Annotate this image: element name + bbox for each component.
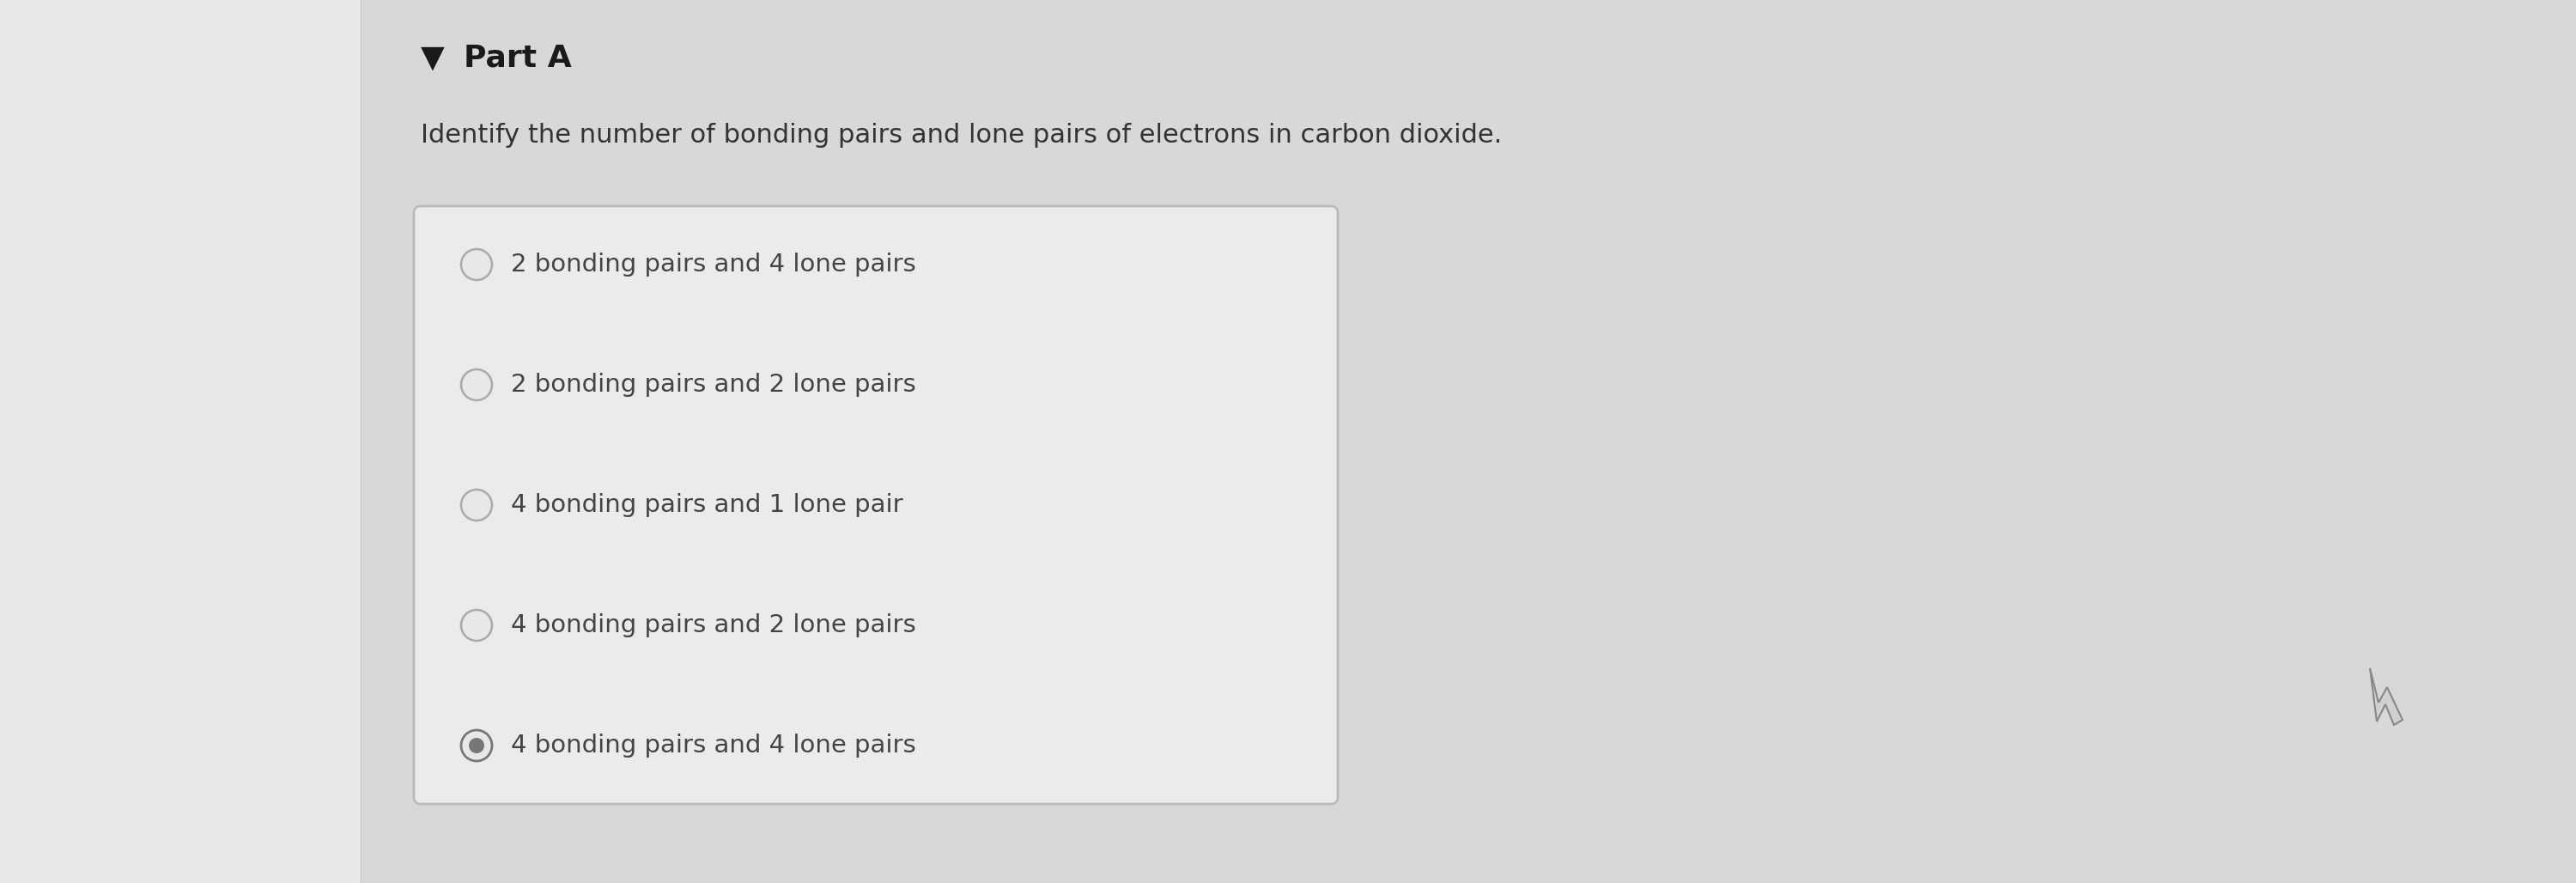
Circle shape <box>461 610 492 641</box>
Text: 4 bonding pairs and 2 lone pairs: 4 bonding pairs and 2 lone pairs <box>510 614 917 638</box>
Text: 2 bonding pairs and 2 lone pairs: 2 bonding pairs and 2 lone pairs <box>510 373 917 396</box>
Circle shape <box>461 730 492 761</box>
Circle shape <box>461 249 492 280</box>
Text: 4 bonding pairs and 1 lone pair: 4 bonding pairs and 1 lone pair <box>510 493 904 517</box>
Polygon shape <box>2370 668 2403 725</box>
Text: 2 bonding pairs and 4 lone pairs: 2 bonding pairs and 4 lone pairs <box>510 253 917 276</box>
FancyBboxPatch shape <box>415 206 1337 804</box>
Circle shape <box>461 369 492 400</box>
Text: Part A: Part A <box>464 44 572 73</box>
Circle shape <box>461 489 492 520</box>
Text: ▼: ▼ <box>420 44 446 73</box>
Circle shape <box>469 738 484 753</box>
FancyBboxPatch shape <box>0 0 361 883</box>
Text: 4 bonding pairs and 4 lone pairs: 4 bonding pairs and 4 lone pairs <box>510 734 917 758</box>
Text: Identify the number of bonding pairs and lone pairs of electrons in carbon dioxi: Identify the number of bonding pairs and… <box>420 124 1502 148</box>
